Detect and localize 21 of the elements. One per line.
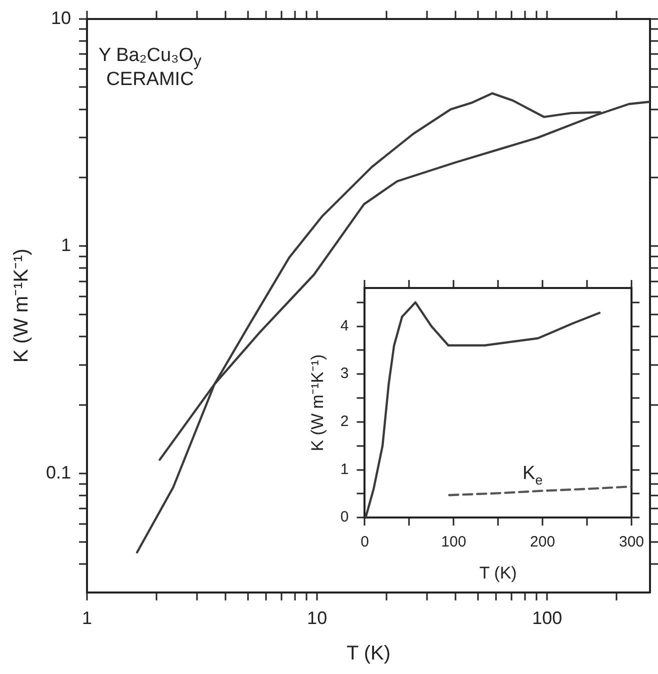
y-tick-label: 0.1 — [46, 462, 72, 482]
y-tick-label: 10 — [50, 8, 72, 28]
x-axis-title: T (K) — [346, 642, 391, 665]
x-tick-label: 200 — [530, 534, 556, 551]
y-tick-label: 0 — [340, 508, 349, 526]
y-tick-label: 1 — [61, 235, 72, 256]
y-tick-label: 1 — [340, 460, 349, 478]
x-tick-label: 300 — [618, 534, 644, 551]
y-axis-title: K (W m⁻¹K⁻¹) — [308, 354, 327, 452]
x-tick-label: 0 — [360, 534, 369, 551]
y-tick-label: 2 — [340, 413, 349, 430]
y-axis-title: K (W m⁻¹K⁻¹) — [10, 248, 33, 363]
x-tick-label: 10 — [307, 608, 328, 628]
y-tick-label: 3 — [340, 365, 349, 382]
x-tick-label: 1 — [82, 608, 92, 628]
annotation: Y Ba₂Cu₃O$_{y}$ — [98, 45, 202, 71]
x-tick-label: 100 — [441, 534, 466, 551]
y-tick-label: 4 — [340, 317, 349, 334]
annotation: CERAMIC — [106, 69, 194, 91]
x-axis-title: T (K) — [479, 563, 517, 582]
x-tick-label: 100 — [532, 608, 562, 628]
